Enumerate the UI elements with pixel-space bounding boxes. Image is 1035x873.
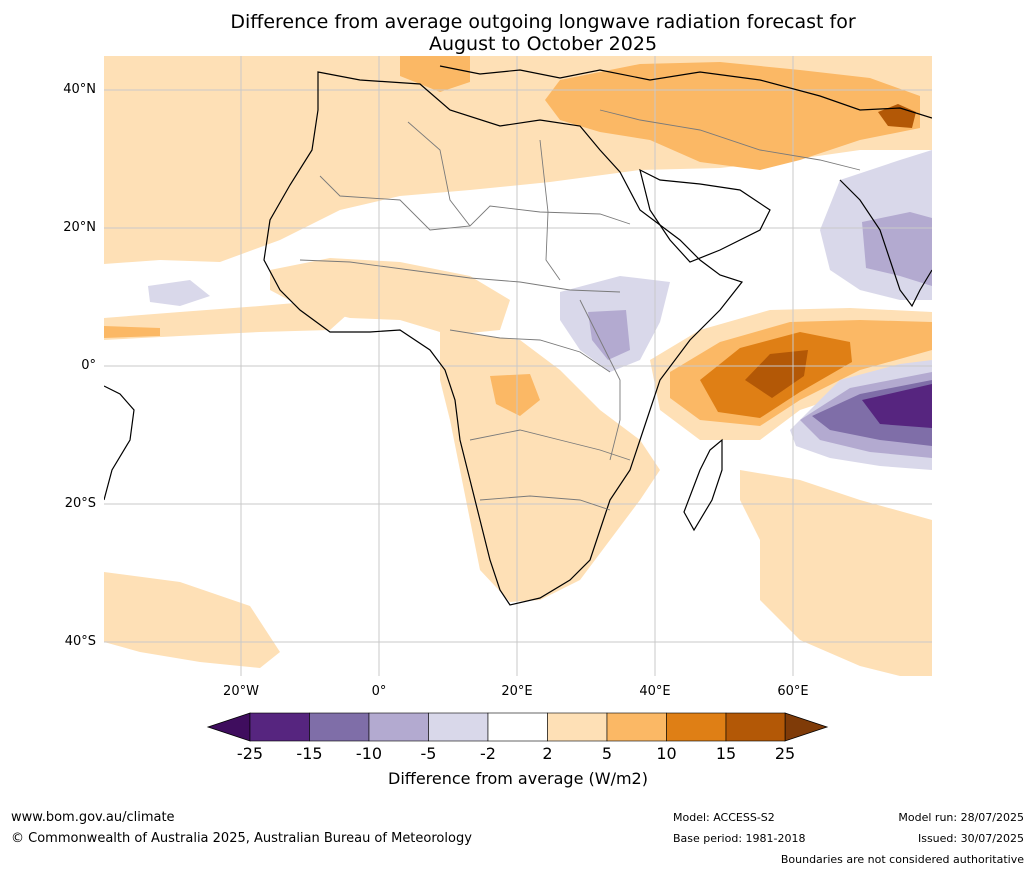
coastlines — [104, 65, 932, 606]
colorbar-tick-label: 5 — [601, 744, 613, 763]
footer-disclaimer: Boundaries are not considered authoritat… — [780, 853, 1024, 866]
lat-tick-label: 0° — [81, 358, 96, 373]
border-southern-africa-2 — [479, 495, 611, 511]
colorbar-extend-low — [206, 712, 251, 742]
anomaly-mediterranean — [400, 56, 470, 92]
border-middle-east — [599, 109, 861, 171]
country-borders — [299, 109, 861, 511]
colorbar-box-7 — [606, 712, 667, 742]
map-area — [104, 56, 932, 676]
graticule — [104, 56, 932, 676]
colorbar-tick-label: -25 — [236, 744, 264, 763]
anomaly-negative-regions — [148, 150, 932, 470]
anomaly-minus-2-to-5-west-atlantic — [148, 280, 210, 306]
anomaly-atlantic-patch — [104, 326, 160, 338]
map-title-line-1: Difference from average outgoing longwav… — [230, 11, 856, 33]
south-america-coastline — [104, 385, 135, 501]
border-southern-africa-1 — [469, 429, 631, 461]
anomaly-minus-5-to-10-east-africa — [588, 310, 630, 360]
footer-model-run: Model run: 28/07/2025 — [898, 811, 1024, 824]
colorbar-box-3 — [368, 712, 429, 742]
lat-tick-label: 40°S — [64, 634, 96, 649]
anomaly-central-africa — [490, 374, 540, 416]
colorbar-box-9 — [725, 712, 786, 742]
border-east-africa — [579, 299, 621, 461]
colorbar-tick-label: -15 — [296, 744, 323, 763]
colorbar-box-5 — [487, 712, 548, 742]
border-sahel — [299, 259, 621, 293]
map-title-line-2: August to October 2025 — [428, 33, 658, 55]
anomaly-south-atlantic — [104, 572, 280, 668]
colorbar-box-4 — [428, 712, 489, 742]
anomaly-middle-east — [545, 62, 920, 170]
border-central-africa — [449, 329, 611, 373]
colorbar-box-6 — [547, 712, 608, 742]
colorbar-tick-label: -5 — [420, 744, 437, 763]
colorbar-tick-label: -2 — [480, 744, 496, 763]
lon-tick-label: 60°E — [777, 684, 809, 699]
footer-base-period: Base period: 1981-2018 — [673, 832, 806, 845]
lon-tick-label: 0° — [371, 684, 387, 699]
anomaly-minus-5-to-10-india — [862, 212, 932, 286]
europe-coastline — [439, 65, 932, 119]
arabia-coastline — [639, 168, 771, 263]
lat-tick-label: 40°N — [63, 82, 96, 97]
colorbar-tick-label: 2 — [542, 744, 553, 763]
africa-coastline — [263, 71, 744, 606]
colorbar-box-1 — [249, 712, 310, 742]
colorbar-title: Difference from average (W/m2) — [388, 769, 648, 788]
anomaly-minus-15-to-25-southern-ocean — [862, 384, 932, 428]
anomaly-atlantic-strip — [104, 300, 350, 340]
lon-tick-label: 20°E — [501, 684, 533, 699]
lon-tick-label: 20°W — [223, 684, 259, 699]
footer-copyright: © Commonwealth of Australia 2025, Austra… — [11, 831, 472, 846]
footer-url: www.bom.gov.au/climate — [11, 810, 175, 825]
footer-model: Model: ACCESS-S2 — [673, 811, 775, 824]
footer-issued: Issued: 30/07/2025 — [917, 832, 1024, 845]
colorbar-tick-label: 15 — [715, 744, 737, 763]
colorbar-tick-label: -10 — [355, 744, 383, 763]
colorbar-tick-label: 10 — [656, 744, 677, 763]
colorbar-box-2 — [309, 712, 370, 742]
lon-tick-label: 40°E — [639, 684, 671, 699]
lat-tick-label: 20°S — [64, 496, 96, 511]
border-sahara-2 — [407, 121, 471, 227]
anomaly-west-africa — [270, 258, 510, 335]
colorbar-extend-high — [784, 712, 829, 742]
india-coastline — [839, 179, 932, 308]
anomaly-15-to-25-region — [745, 350, 808, 398]
anomaly-south-indian-ocean — [740, 470, 932, 676]
lat-tick-label: 20°N — [63, 220, 96, 235]
border-sahara-3 — [539, 139, 561, 281]
colorbar-box-8 — [666, 712, 727, 742]
madagascar-coastline — [683, 438, 723, 532]
colorbar-tick-label: 25 — [774, 744, 796, 763]
colorbar — [206, 712, 829, 742]
